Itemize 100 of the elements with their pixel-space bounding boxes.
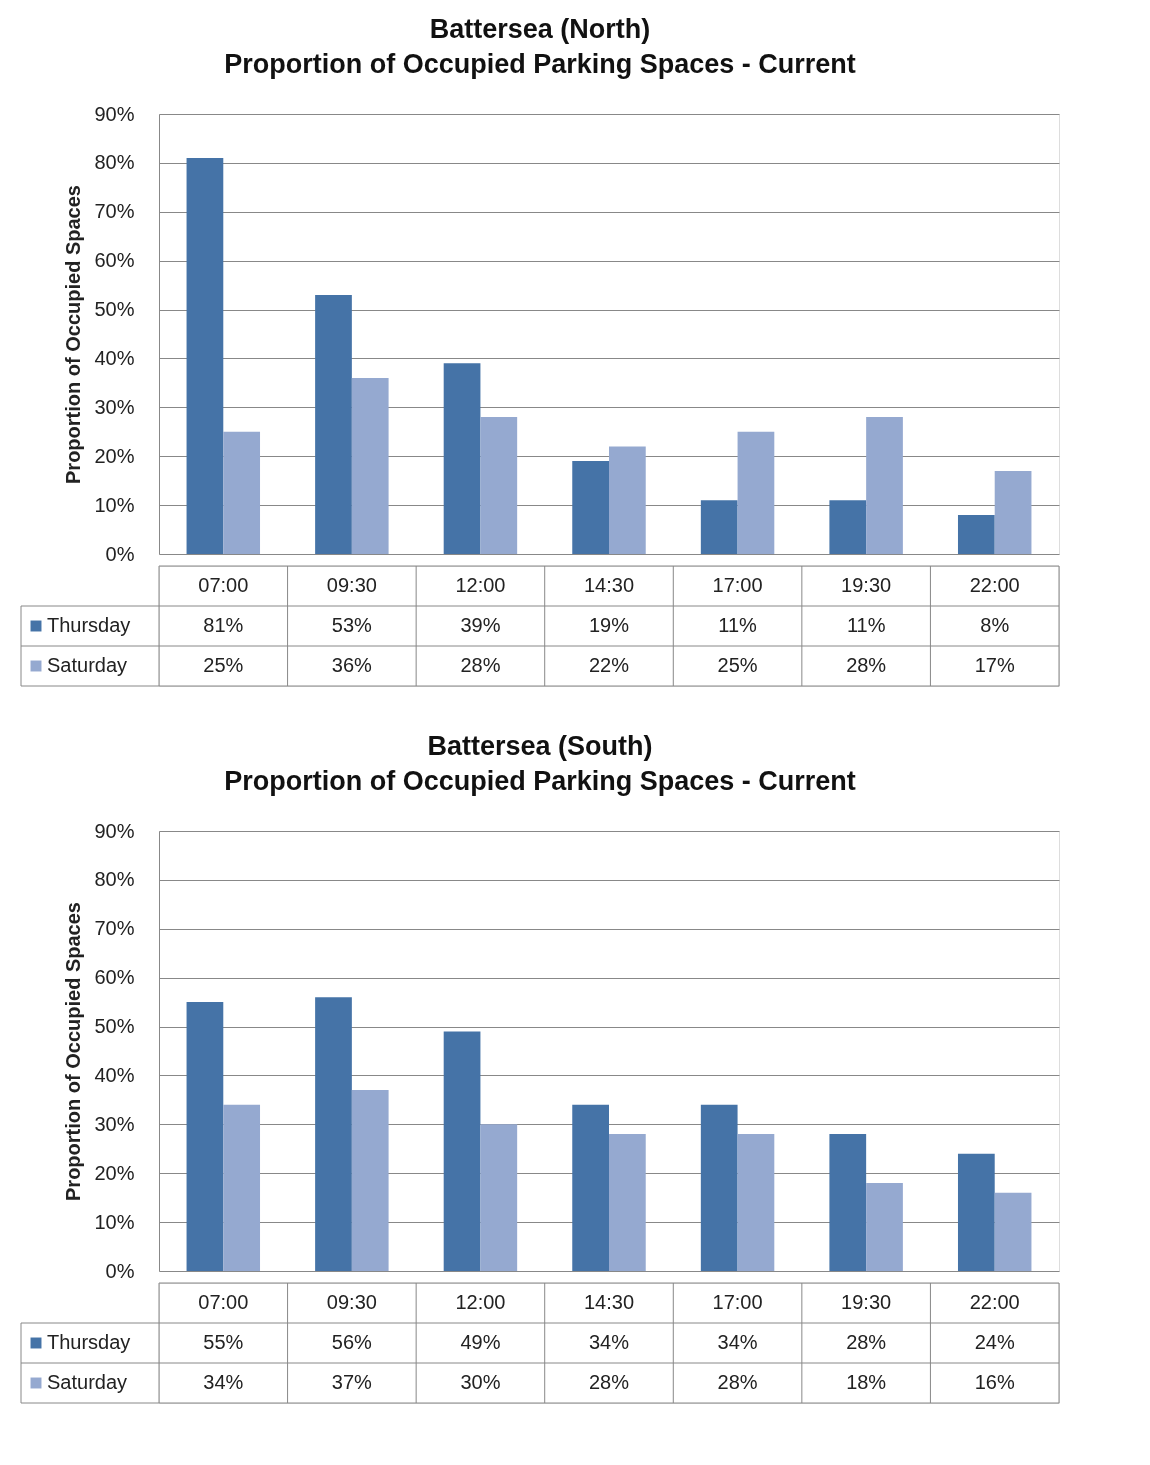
legend-label: Thursday	[47, 614, 131, 636]
bar	[737, 431, 775, 554]
data-label: 11%	[846, 614, 886, 636]
y-tick-label: 70%	[94, 917, 135, 940]
data-label: 28%	[460, 654, 501, 676]
y-tick-label: 10%	[94, 1210, 135, 1233]
y-tick-label: 0%	[105, 542, 135, 565]
y-tick-label: 40%	[94, 346, 135, 369]
y-tick-label: 50%	[94, 1015, 135, 1038]
bar	[223, 431, 261, 554]
bar	[737, 1134, 775, 1271]
x-tick-label: 07:00	[198, 574, 249, 596]
bar	[572, 461, 609, 554]
y-tick-label: 30%	[94, 1112, 135, 1135]
bar	[186, 158, 224, 554]
y-tick-label: 40%	[94, 1063, 135, 1086]
bar	[480, 417, 518, 554]
bar	[700, 1104, 738, 1271]
legend-label: Saturday	[47, 1371, 128, 1393]
data-label: 36%	[331, 654, 373, 676]
bar	[829, 500, 867, 554]
bar	[866, 1183, 903, 1271]
bar	[223, 1104, 261, 1271]
x-tick-label: 19:30	[841, 574, 892, 596]
bar	[351, 1090, 389, 1271]
bar	[994, 470, 1032, 554]
data-label: 22%	[588, 654, 630, 676]
data-label: 25%	[717, 654, 758, 676]
data-label: 28%	[846, 1331, 887, 1353]
data-label: 19%	[588, 614, 630, 636]
x-tick-label: 12:00	[455, 574, 506, 596]
chart-subtitle: Proportion of Occupied Parking Spaces - Current	[224, 48, 856, 79]
bar	[443, 363, 481, 554]
y-axis-title: Proportion of Occupied Spaces	[62, 902, 85, 1201]
bar	[186, 1002, 224, 1271]
y-tick-label: 20%	[94, 444, 135, 467]
x-tick-label: 14:30	[583, 574, 635, 596]
y-tick-label: 70%	[94, 200, 135, 223]
y-tick-label: 60%	[94, 249, 135, 272]
x-tick-label: 17:00	[712, 1291, 763, 1313]
data-label: 25%	[203, 654, 244, 676]
bar	[572, 1104, 609, 1271]
data-label: 39%	[460, 614, 501, 636]
bar	[609, 1134, 646, 1271]
y-tick-label: 20%	[94, 1161, 135, 1184]
y-tick-label: 0%	[105, 1259, 135, 1282]
data-label: 34%	[203, 1371, 244, 1393]
bar	[315, 997, 352, 1271]
data-label: 34%	[588, 1331, 630, 1353]
x-tick-label: 09:30	[326, 1291, 377, 1313]
y-tick-label: 80%	[94, 151, 135, 174]
x-tick-label: 09:30	[326, 574, 377, 596]
x-tick-label: 19:30	[841, 1291, 892, 1313]
bar	[866, 417, 903, 554]
data-label: 24%	[974, 1331, 1015, 1353]
bar	[480, 1124, 518, 1271]
data-label: 53%	[331, 614, 373, 636]
data-label: 81%	[203, 614, 244, 636]
data-label: 28%	[588, 1371, 630, 1393]
data-label: 28%	[717, 1371, 758, 1393]
y-tick-label: 60%	[94, 966, 135, 989]
bar	[351, 378, 389, 554]
data-label: 56%	[331, 1331, 373, 1353]
y-tick-label: 80%	[94, 868, 135, 891]
bar	[957, 1153, 995, 1271]
data-label: 17%	[974, 654, 1015, 676]
data-label: 49%	[460, 1331, 501, 1353]
data-label: 30%	[460, 1371, 501, 1393]
chart-title: Battersea (South)	[427, 730, 653, 761]
bar	[443, 1031, 481, 1271]
bar	[994, 1192, 1032, 1271]
data-label: 8%	[980, 614, 1010, 636]
x-tick-label: 22:00	[969, 1291, 1020, 1313]
data-label: 11%	[718, 614, 758, 636]
data-label: 18%	[846, 1371, 887, 1393]
x-tick-label: 14:30	[583, 1291, 635, 1313]
y-tick-label: 90%	[94, 819, 135, 842]
legend-label: Saturday	[47, 654, 128, 676]
data-label: 16%	[974, 1371, 1015, 1393]
bar	[609, 446, 646, 554]
y-tick-label: 10%	[94, 493, 135, 516]
bar	[957, 514, 995, 554]
x-tick-label: 07:00	[198, 1291, 249, 1313]
x-tick-label: 12:00	[455, 1291, 506, 1313]
bar	[829, 1134, 867, 1271]
bar	[700, 500, 738, 554]
legend-label: Thursday	[47, 1331, 131, 1353]
data-label: 55%	[203, 1331, 244, 1353]
y-tick-label: 30%	[94, 395, 135, 418]
y-tick-label: 50%	[94, 298, 135, 321]
chart-subtitle: Proportion of Occupied Parking Spaces - Current	[224, 765, 856, 796]
y-tick-label: 90%	[94, 102, 135, 125]
y-axis-title: Proportion of Occupied Spaces	[62, 185, 85, 484]
data-label: 34%	[717, 1331, 758, 1353]
x-tick-label: 22:00	[969, 574, 1020, 596]
bar	[315, 294, 352, 554]
x-tick-label: 17:00	[712, 574, 763, 596]
chart-title: Battersea (North)	[429, 13, 651, 44]
data-label: 37%	[331, 1371, 373, 1393]
data-label: 28%	[846, 654, 887, 676]
